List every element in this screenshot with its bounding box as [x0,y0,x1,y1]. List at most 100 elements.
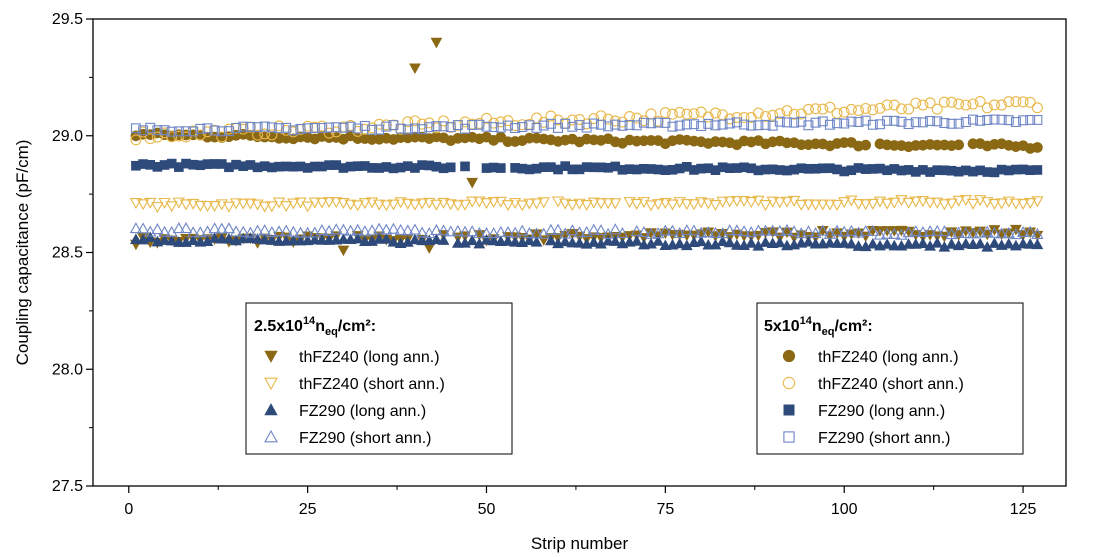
data-point [1032,143,1042,153]
data-point [1032,239,1042,248]
data-point [174,223,184,232]
legend-high-fluence: 5x1014neq/cm²: thFZ240 (long ann.) thFZ2… [757,303,1023,454]
data-point [461,162,470,171]
legend-title-high-fluence: 5x1014neq/cm²: [764,315,873,338]
data-point [954,140,964,150]
legend-label-high-thfz240-long: thFZ240 (long ann.) [818,349,959,366]
data-point [689,109,699,119]
data-point [732,197,742,206]
data-point [675,107,685,117]
data-point [202,202,212,211]
data-point [496,164,505,173]
x-tick-label: 0 [124,501,133,518]
data-point [217,224,227,233]
data-point [775,238,785,247]
data-point [796,200,806,209]
data-point [725,197,735,206]
data-point [854,106,864,116]
legend-label-low-thfz240-short: thFZ240 (short ann.) [299,376,445,393]
y-tick-label: 28.5 [52,245,83,262]
data-markers [131,38,1043,255]
data-point [1032,103,1042,113]
data-point [660,108,670,118]
data-point [166,202,176,211]
legend-marker [783,350,794,361]
data-point [911,98,921,108]
data-point [810,200,820,209]
data-point [717,197,727,206]
data-point [932,238,942,247]
data-point [467,235,477,244]
data-point [853,200,863,209]
data-point [389,120,399,130]
series-6 [132,159,1042,177]
data-point [224,223,234,232]
data-point [968,199,978,208]
data-point [431,38,441,47]
data-point [238,199,248,208]
data-point [131,223,141,232]
legend-title-low-fluence: 2.5x1014neq/cm²: [254,315,376,338]
data-point [410,64,420,73]
data-point [860,200,870,209]
legend-marker [784,405,794,415]
data-point [954,99,964,109]
data-point [302,202,312,211]
legend-low-fluence: 2.5x1014neq/cm²: thFZ240 (long ann.) thF… [246,303,512,454]
data-point [496,117,506,127]
data-point [861,140,871,150]
data-point [918,100,928,110]
data-point [832,108,842,118]
x-tick-label: 50 [478,501,496,518]
y-tick-label: 28.0 [52,361,83,378]
data-point [446,163,455,172]
legend-label-low-thfz240-long: thFZ240 (long ann.) [299,349,440,366]
data-point [610,199,620,208]
data-point [267,202,277,211]
data-point [918,238,928,247]
data-point [603,199,613,208]
data-point [338,246,348,255]
data-point [868,105,878,115]
data-point [152,203,162,212]
data-point [768,110,778,120]
data-point [696,107,706,117]
legend-label-high-fz290-short: FZ290 (short ann.) [818,430,951,447]
y-tick-label: 27.5 [52,478,83,495]
data-point [632,236,642,245]
legend-label-low-fz290-long: FZ290 (long ann.) [299,403,426,420]
data-point [467,178,477,187]
data-point [181,223,191,232]
x-tick-label: 25 [299,501,317,518]
data-point [947,97,957,107]
data-point [975,239,985,248]
data-point [209,223,219,232]
data-point [274,121,284,131]
series-1 [131,196,1043,212]
data-point [467,197,477,206]
data-point [1033,166,1042,175]
y-axis-title: Coupling capacitance (pF/cm) [13,140,32,366]
data-point [231,199,241,208]
legend-label-low-fz290-short: FZ290 (short ann.) [299,430,432,447]
data-point [617,117,627,127]
data-point [718,110,728,120]
x-tick-label: 100 [831,501,858,518]
data-point [861,103,871,113]
y-tick-label: 29.0 [52,128,83,145]
data-point [818,200,828,209]
data-point [760,201,770,210]
data-point [1025,97,1035,107]
x-axis-title: Strip number [531,534,629,553]
data-point [138,223,148,232]
x-tick-label: 125 [1010,501,1037,518]
data-point [668,109,678,119]
data-point [746,238,756,247]
data-point [496,197,506,206]
legend-label-high-fz290-long: FZ290 (long ann.) [818,403,945,420]
x-tick-label: 75 [656,501,674,518]
data-point [832,200,842,209]
data-point [825,200,835,209]
data-point [803,200,813,209]
